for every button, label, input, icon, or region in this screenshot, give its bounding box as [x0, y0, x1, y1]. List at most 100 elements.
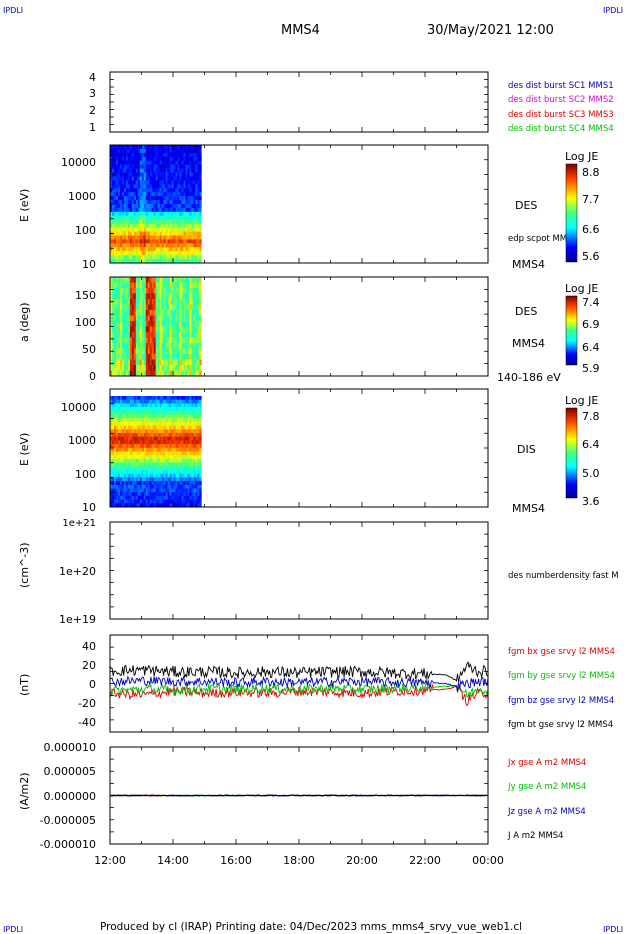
spectrogram-cell	[173, 421, 176, 426]
spectrogram-cell	[151, 433, 154, 437]
spectrogram-cell	[187, 436, 190, 441]
spectrogram-cell	[191, 321, 194, 327]
spectrogram-cell	[151, 455, 154, 460]
spectrogram-cell	[145, 188, 149, 193]
spectrogram-cell	[127, 425, 131, 430]
spectrogram-cell	[155, 239, 158, 244]
spectrogram-cell	[183, 247, 186, 252]
spectrogram-cell	[123, 414, 127, 419]
spectrogram-cell	[117, 259, 121, 264]
spectrogram-cell	[177, 277, 180, 283]
spectrogram-cell	[121, 207, 125, 213]
spectrogram-cell	[163, 455, 166, 460]
y-tick-label: 20	[82, 659, 96, 672]
spectrogram-cell	[151, 466, 154, 471]
spectrogram-cell	[167, 503, 170, 508]
panel-density: 1e+21 1e+20 1e+19 (cm^-3) des numberdens…	[18, 518, 619, 626]
spectrogram-cell	[185, 145, 188, 150]
spectrogram-cell	[110, 160, 113, 165]
spectrogram-cell	[191, 399, 194, 404]
spectrogram-cell	[193, 354, 196, 360]
spectrogram-cell	[131, 492, 135, 497]
spectrogram-cell	[119, 410, 123, 415]
spectrogram-cell	[137, 293, 141, 300]
spectrogram-cell	[177, 321, 180, 327]
spectrogram-cell	[155, 447, 158, 452]
spectrogram-cell	[187, 403, 190, 408]
spectrogram-cell	[165, 231, 168, 236]
spectrogram-cell	[135, 481, 139, 486]
spectrogram-cell	[131, 499, 135, 504]
spectrogram-cell	[133, 418, 137, 423]
spectrogram-cell	[117, 484, 121, 489]
spectrogram-cell	[193, 288, 196, 294]
spectrogram-cell	[149, 200, 153, 205]
spectrogram-cell	[149, 451, 153, 456]
spectrogram-cell	[137, 473, 141, 478]
spectrogram-cell	[129, 354, 133, 360]
spectrogram-cell	[110, 425, 113, 430]
spectrogram-cell	[151, 223, 154, 228]
spectrogram-cell	[185, 433, 188, 437]
spectrogram-cell	[175, 282, 178, 289]
spectrogram-cell	[119, 332, 123, 338]
spectrogram-cell	[115, 473, 119, 478]
spectrogram-cell	[185, 481, 188, 486]
spectrogram-cell	[181, 477, 184, 482]
spectrogram-cell	[133, 470, 137, 474]
spectrogram-cell	[137, 196, 141, 201]
spectrogram-cell	[147, 164, 151, 169]
spectrogram-cell	[133, 152, 137, 158]
spectrogram-cell	[181, 172, 184, 177]
spectrogram-cell	[167, 196, 170, 201]
spectrogram-cell	[197, 326, 200, 333]
spectrogram-cell	[181, 315, 184, 322]
spectrogram-cell	[131, 223, 135, 228]
spectrogram-cell	[187, 440, 190, 445]
spectrogram-cell	[159, 304, 162, 311]
spectrogram-cell	[133, 321, 137, 327]
spectrogram-cell	[141, 315, 145, 322]
spectrogram-cell	[185, 152, 188, 158]
spectrogram-cell	[185, 255, 188, 260]
spectrogram-cell	[125, 211, 129, 217]
spectrogram-cell	[129, 473, 133, 478]
spectrogram-cell	[110, 288, 113, 294]
spectrogram-cell	[127, 418, 131, 423]
spectrogram-cell	[199, 310, 202, 316]
spectrogram-cell	[123, 192, 127, 197]
spectrogram-cell	[147, 477, 151, 482]
spectrogram-cell	[173, 156, 176, 162]
spectrogram-cell	[125, 418, 129, 423]
spectrogram-cell	[141, 436, 145, 441]
spectrogram-cell	[141, 447, 145, 452]
spectrogram-cell	[199, 462, 202, 467]
spectrogram-cell	[145, 168, 149, 173]
spectrogram-cell	[189, 168, 192, 173]
spectrogram-cell	[187, 410, 190, 415]
spectrogram-cell	[181, 304, 184, 311]
spectrogram-cell	[163, 255, 166, 260]
spectrogram-cell	[111, 470, 115, 474]
spectrogram-cell	[151, 293, 154, 300]
spectrogram-cell	[181, 152, 184, 158]
spectrogram-cell	[127, 288, 131, 294]
spectrogram-cell	[111, 288, 115, 294]
spectrogram-cell	[191, 288, 194, 294]
spectrogram-cell	[117, 223, 121, 228]
y-tick-label: 10	[82, 501, 96, 514]
spectrogram-cell	[193, 200, 196, 205]
spectrogram-cell	[167, 243, 170, 248]
spectrogram-cell	[137, 247, 141, 252]
spectrogram-cell	[111, 418, 115, 423]
spectrogram-cell	[115, 200, 119, 205]
spectrogram-cell	[127, 227, 131, 232]
spectrogram-cell	[125, 145, 129, 150]
spectrogram-cell	[185, 251, 188, 256]
spectrogram-cell	[185, 204, 188, 209]
spectrogram-cell	[137, 462, 141, 467]
spectrogram-cell	[199, 370, 202, 377]
spectrogram-cell	[197, 455, 200, 460]
spectrogram-cell	[121, 421, 125, 426]
spectrogram-cell	[131, 152, 135, 158]
